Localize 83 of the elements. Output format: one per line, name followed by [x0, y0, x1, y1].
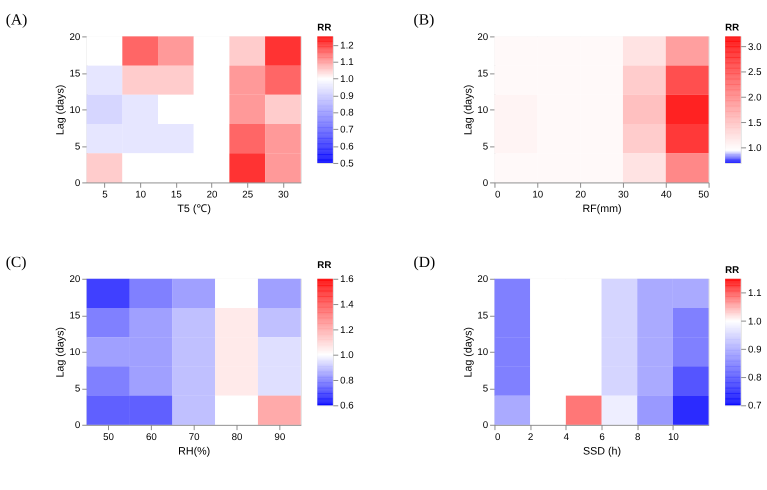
color-bar-label: 0.8 [340, 108, 354, 119]
y-tick-label: 10 [477, 104, 489, 116]
y-tick-label: 0 [482, 178, 489, 189]
color-bar-label: 1.6 [340, 274, 354, 286]
y-axis-title: Lag (days) [462, 84, 474, 136]
x-tick-label: 0 [494, 190, 501, 200]
y-axis-title: Lag (days) [462, 327, 474, 378]
x-tick-label: 60 [146, 432, 158, 443]
y-tick-label: 15 [69, 310, 80, 322]
y-tick-label: 5 [482, 141, 488, 152]
color-bar-label: 0.9 [748, 344, 762, 356]
x-tick-label: 2 [528, 432, 534, 443]
y-tick-label: 15 [477, 68, 488, 80]
chart-title: (C) [6, 254, 26, 272]
color-bar-label: 0.9 [340, 90, 354, 102]
x-tick-label: 15 [170, 190, 182, 200]
y-tick-label: 10 [69, 104, 81, 116]
y-axis-title: Lag (days) [54, 327, 67, 378]
x-tick-label: 8 [635, 432, 640, 443]
color-bar-label: 1.5 [748, 118, 762, 129]
color-bar-label: 2.0 [748, 92, 762, 104]
x-tick-label: 30 [618, 190, 630, 200]
color-bar-title: RR [317, 22, 332, 34]
x-tick-label: 0 [494, 432, 501, 443]
color-bar-label: 0.8 [748, 372, 762, 384]
color-bar-label: 1.1 [340, 57, 354, 68]
x-tick-label: 20 [575, 190, 587, 200]
y-tick-label: 5 [482, 384, 488, 395]
y-tick-label: 0 [482, 420, 489, 432]
y-tick-label: 20 [69, 32, 81, 43]
y-tick-label: 20 [477, 32, 489, 43]
color-bar-label: 0.7 [748, 400, 762, 412]
x-tick-label: 10 [135, 190, 147, 200]
y-tick-label: 0 [74, 178, 81, 189]
y-tick-label: 5 [74, 384, 80, 395]
color-bar-label: 1.0 [748, 316, 762, 328]
x-tick-label: 6 [599, 432, 605, 443]
x-tick-label: 30 [278, 190, 290, 200]
chart-title: (A) [6, 12, 28, 29]
x-tick-label: 10 [532, 190, 544, 200]
x-tick-label: 40 [660, 190, 672, 200]
x-axis-title: RF(mm) [582, 203, 622, 216]
x-tick-label: 10 [668, 432, 680, 443]
x-tick-label: 4 [564, 432, 570, 443]
y-tick-label: 15 [69, 68, 80, 80]
x-axis-title: SSD (h) [583, 445, 622, 458]
color-bar-label: 3.0 [748, 42, 762, 53]
color-bar-label: 1.0 [748, 143, 762, 154]
color-bar-label: 0.5 [340, 158, 354, 170]
x-tick-label: 25 [242, 190, 254, 200]
y-tick-label: 15 [477, 310, 488, 322]
chart-title: (B) [414, 12, 434, 29]
color-bar-label: 1.4 [340, 299, 354, 310]
color-bar-label: 0.7 [340, 124, 354, 136]
color-bar-title: RR [725, 22, 740, 34]
color-bar-title: RR [725, 264, 740, 276]
color-bar-label: 1.0 [340, 350, 354, 362]
y-tick-label: 5 [74, 141, 80, 152]
y-tick-label: 10 [69, 347, 81, 358]
chart-title: (D) [414, 254, 436, 272]
x-tick-label: 50 [698, 190, 710, 200]
x-axis-title: T5 (℃) [177, 203, 211, 216]
x-tick-label: 50 [103, 432, 115, 443]
color-bar-title: RR [317, 260, 332, 272]
x-tick-label: 20 [206, 190, 218, 200]
color-bar-label: 1.0 [340, 74, 354, 85]
x-axis-title: RH(%) [178, 445, 210, 458]
color-bar-label: 0.8 [340, 375, 354, 386]
y-tick-label: 0 [74, 420, 81, 432]
color-bar-label: 0.6 [340, 141, 354, 152]
y-axis-title: Lag (days) [54, 84, 67, 136]
color-bar-label: 2.5 [748, 67, 762, 78]
x-tick-label: 90 [274, 432, 286, 443]
x-tick-label: 70 [188, 432, 200, 443]
y-tick-label: 10 [477, 347, 489, 358]
y-tick-label: 20 [69, 274, 81, 286]
color-bar-label: 0.6 [340, 400, 354, 412]
color-bar-label: 1.2 [340, 40, 354, 52]
y-tick-label: 20 [477, 274, 489, 286]
color-bar-label: 1.1 [748, 288, 762, 300]
color-bar-label: 1.2 [340, 324, 354, 336]
x-tick-label: 80 [232, 432, 244, 443]
x-tick-label: 5 [102, 190, 108, 200]
